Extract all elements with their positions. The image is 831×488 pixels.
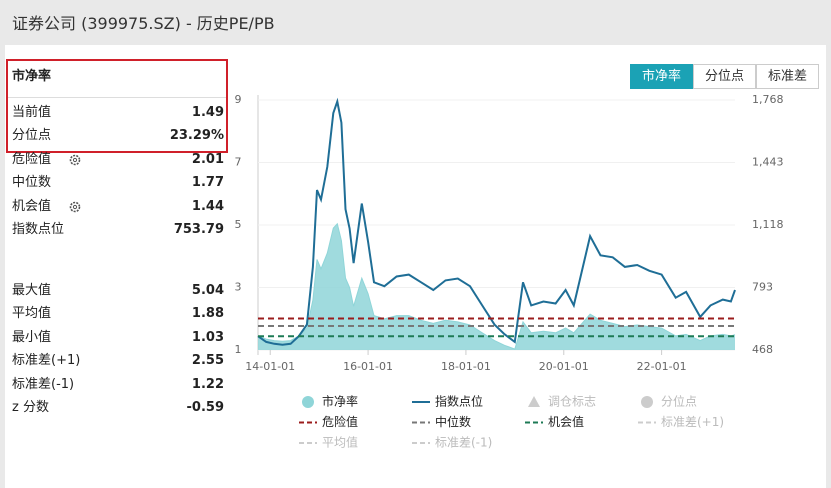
stat-value: 1.49 [191, 105, 224, 120]
window-title: 证券公司 (399975.SZ) - 历史PE/PB [12, 14, 275, 33]
x-tick-label: 18-01-01 [441, 360, 491, 373]
stat-value: 1.77 [191, 175, 224, 191]
stat-label: 最大值 [12, 283, 52, 298]
highlight-box [6, 59, 228, 153]
series-line [257, 97, 736, 346]
y-tick-label: 7 [235, 156, 242, 169]
y2-tick-label: 1,443 [752, 156, 784, 169]
tab[interactable]: 分位点 [693, 64, 756, 89]
x-tick-label: 20-01-01 [539, 360, 589, 373]
y2-tick-label: 1,768 [752, 93, 784, 106]
panel [5, 45, 826, 488]
stat-label: 当前值 [12, 105, 52, 120]
stat-value: 2.55 [191, 353, 224, 369]
y-tick-label: 3 [235, 281, 242, 294]
y-tick-label: 5 [235, 218, 242, 231]
stat-label: 标准差(+1) [12, 353, 81, 369]
legend-item[interactable]: 机会值 [525, 414, 584, 429]
legend-item[interactable]: 中位数 [412, 414, 471, 429]
stat-label: 分位点 [12, 128, 52, 144]
stat-value: 1.03 [191, 329, 224, 345]
legend-item[interactable]: 标准差(+1) [638, 415, 724, 429]
y-tick-label: 9 [235, 93, 242, 106]
legend-item[interactable]: 平均值 [299, 435, 358, 450]
stat-label: 指数点位 [12, 222, 65, 237]
stats-title: 市净率 [12, 69, 52, 84]
stat-row: z 分数 -0.59 [12, 398, 224, 418]
legend-icon [302, 396, 314, 408]
stat-value: 5.04 [191, 283, 224, 298]
divider [6, 97, 226, 98]
settings-icon[interactable] [68, 153, 82, 167]
stat-value: 1.44 [191, 198, 224, 214]
stat-row: 最大值 5.04 [12, 281, 224, 301]
stat-row: 当前值 1.49 [12, 103, 224, 123]
legend-label: 指数点位 [435, 394, 483, 409]
stat-value: 23.29% [169, 128, 224, 144]
stat-row: 危险值 2.01 [12, 150, 224, 170]
area [258, 223, 735, 350]
stat-label: 最小值 [12, 329, 52, 345]
stat-row: 标准差(-1) 1.22 [12, 375, 224, 395]
stat-label: 机会值 [12, 198, 52, 214]
stat-label: 标准差(-1) [12, 376, 75, 392]
legend-item[interactable]: 危险值 [299, 414, 358, 429]
stat-value: 753.79 [173, 222, 224, 237]
stat-row: 中位数 1.77 [12, 173, 224, 193]
stat-row: 标准差(+1) 2.55 [12, 351, 224, 371]
stat-label: 平均值 [12, 306, 52, 322]
legend-item[interactable]: 市净率 [302, 394, 358, 409]
legend-label: 调仓标志 [548, 395, 596, 409]
stat-value: -0.59 [186, 400, 224, 415]
tab[interactable]: 标准差 [756, 64, 819, 89]
stat-row: 指数点位 753.79 [12, 220, 224, 240]
stat-label: z 分数 [12, 400, 49, 415]
legend-item[interactable]: 调仓标志 [528, 395, 596, 409]
legend-label: 中位数 [435, 414, 471, 429]
legend-label: 平均值 [322, 435, 358, 450]
legend-item[interactable]: 分位点 [641, 394, 697, 409]
stat-value: 2.01 [191, 151, 224, 167]
y2-tick-label: 468 [752, 343, 773, 356]
stat-row: 机会值 1.44 [12, 197, 224, 217]
legend-icon [641, 396, 653, 408]
stat-value: 1.22 [191, 376, 224, 392]
stat-label: 危险值 [12, 151, 52, 167]
stat-row: 最小值 1.03 [12, 328, 224, 348]
legend-label: 机会值 [548, 414, 584, 429]
x-tick-label: 16-01-01 [343, 360, 393, 373]
y2-tick-label: 793 [752, 281, 773, 294]
y-tick-label: 1 [235, 343, 242, 356]
stat-row: 分位点 23.29% [12, 126, 224, 146]
legend-label: 分位点 [661, 394, 697, 409]
legend-label: 危险值 [322, 414, 358, 429]
x-tick-label: 22-01-01 [637, 360, 687, 373]
legend-icon [528, 396, 540, 407]
stat-value: 1.88 [191, 306, 224, 322]
x-tick-label: 14-01-01 [245, 360, 295, 373]
settings-icon[interactable] [68, 200, 82, 214]
stat-row: 平均值 1.88 [12, 304, 224, 324]
legend-label: 市净率 [322, 394, 358, 409]
legend-item[interactable]: 标准差(-1) [412, 436, 492, 450]
tab[interactable]: 市净率 [630, 64, 693, 89]
legend-label: 标准差(+1) [661, 415, 724, 429]
legend-item[interactable]: 指数点位 [412, 394, 483, 409]
y2-tick-label: 1,118 [752, 218, 784, 231]
legend-label: 标准差(-1) [435, 436, 492, 450]
stat-label: 中位数 [12, 175, 52, 191]
